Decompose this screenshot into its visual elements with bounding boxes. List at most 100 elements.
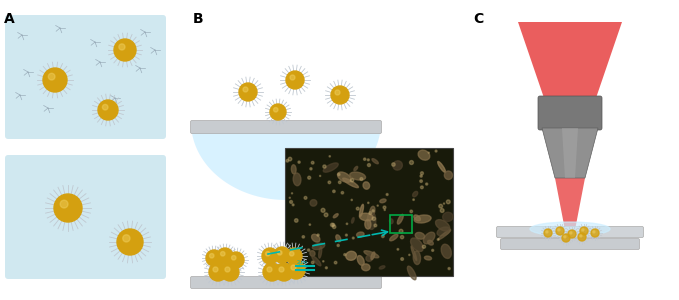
Circle shape (386, 194, 388, 196)
Circle shape (210, 254, 214, 258)
Ellipse shape (366, 255, 373, 261)
Circle shape (374, 224, 377, 227)
Circle shape (377, 205, 378, 206)
Ellipse shape (359, 204, 363, 217)
Ellipse shape (318, 247, 322, 258)
Circle shape (228, 252, 244, 268)
Circle shape (435, 150, 437, 152)
Ellipse shape (437, 227, 450, 236)
Ellipse shape (365, 219, 371, 229)
Circle shape (289, 197, 291, 198)
Circle shape (288, 157, 292, 161)
Circle shape (323, 165, 326, 168)
Circle shape (290, 200, 293, 203)
Circle shape (440, 208, 444, 212)
Circle shape (372, 210, 374, 212)
Circle shape (287, 261, 305, 279)
Ellipse shape (336, 235, 341, 242)
Circle shape (206, 250, 222, 266)
Circle shape (580, 227, 588, 235)
Circle shape (265, 251, 270, 256)
Circle shape (426, 183, 428, 185)
Circle shape (360, 178, 363, 181)
Circle shape (286, 160, 289, 162)
Polygon shape (555, 178, 585, 230)
Circle shape (367, 159, 369, 161)
Circle shape (292, 204, 294, 206)
Circle shape (312, 261, 314, 264)
Ellipse shape (438, 230, 451, 240)
Circle shape (328, 181, 331, 184)
Circle shape (346, 234, 348, 236)
Circle shape (114, 39, 136, 61)
Ellipse shape (444, 171, 452, 179)
Ellipse shape (357, 256, 364, 266)
FancyBboxPatch shape (500, 238, 640, 250)
Ellipse shape (424, 256, 432, 260)
Circle shape (568, 230, 576, 238)
Circle shape (279, 267, 284, 272)
Ellipse shape (411, 238, 423, 251)
Circle shape (286, 248, 302, 264)
Ellipse shape (407, 266, 416, 280)
Ellipse shape (337, 172, 351, 182)
FancyBboxPatch shape (538, 96, 602, 130)
Ellipse shape (415, 232, 424, 239)
Ellipse shape (414, 251, 420, 265)
Circle shape (308, 176, 311, 179)
Circle shape (428, 152, 429, 153)
Circle shape (363, 158, 366, 160)
Circle shape (295, 219, 298, 222)
FancyBboxPatch shape (191, 277, 382, 289)
Circle shape (338, 181, 341, 184)
Circle shape (217, 248, 233, 264)
Circle shape (350, 178, 354, 182)
Ellipse shape (441, 244, 452, 258)
Circle shape (329, 156, 331, 157)
Ellipse shape (310, 200, 317, 206)
Circle shape (411, 232, 412, 233)
Ellipse shape (363, 182, 369, 189)
Circle shape (289, 251, 294, 256)
Circle shape (591, 229, 599, 237)
Circle shape (333, 190, 335, 193)
Circle shape (243, 87, 248, 92)
Circle shape (593, 231, 595, 233)
Ellipse shape (371, 252, 375, 260)
Ellipse shape (350, 172, 365, 180)
Circle shape (432, 249, 434, 251)
Circle shape (317, 234, 319, 236)
Polygon shape (518, 22, 622, 98)
Circle shape (302, 236, 305, 238)
Circle shape (331, 86, 349, 104)
Ellipse shape (362, 264, 370, 271)
Ellipse shape (310, 251, 315, 256)
Circle shape (344, 254, 346, 256)
Circle shape (422, 245, 426, 248)
Ellipse shape (356, 232, 364, 237)
Ellipse shape (530, 222, 610, 236)
Circle shape (119, 44, 125, 50)
Circle shape (274, 107, 278, 112)
Circle shape (337, 173, 340, 175)
Circle shape (48, 73, 55, 80)
Ellipse shape (364, 251, 379, 258)
Polygon shape (562, 128, 578, 178)
Circle shape (409, 160, 414, 164)
Ellipse shape (390, 219, 393, 224)
Circle shape (60, 200, 68, 208)
Circle shape (308, 249, 310, 251)
Polygon shape (542, 128, 598, 178)
Ellipse shape (352, 218, 354, 223)
Circle shape (570, 232, 572, 234)
Circle shape (367, 164, 371, 166)
FancyBboxPatch shape (5, 155, 166, 279)
Circle shape (334, 261, 337, 264)
Circle shape (323, 261, 324, 262)
Circle shape (557, 229, 560, 231)
Circle shape (311, 161, 314, 164)
Circle shape (239, 83, 257, 101)
Circle shape (324, 213, 328, 217)
Circle shape (578, 233, 586, 241)
Ellipse shape (414, 215, 431, 223)
